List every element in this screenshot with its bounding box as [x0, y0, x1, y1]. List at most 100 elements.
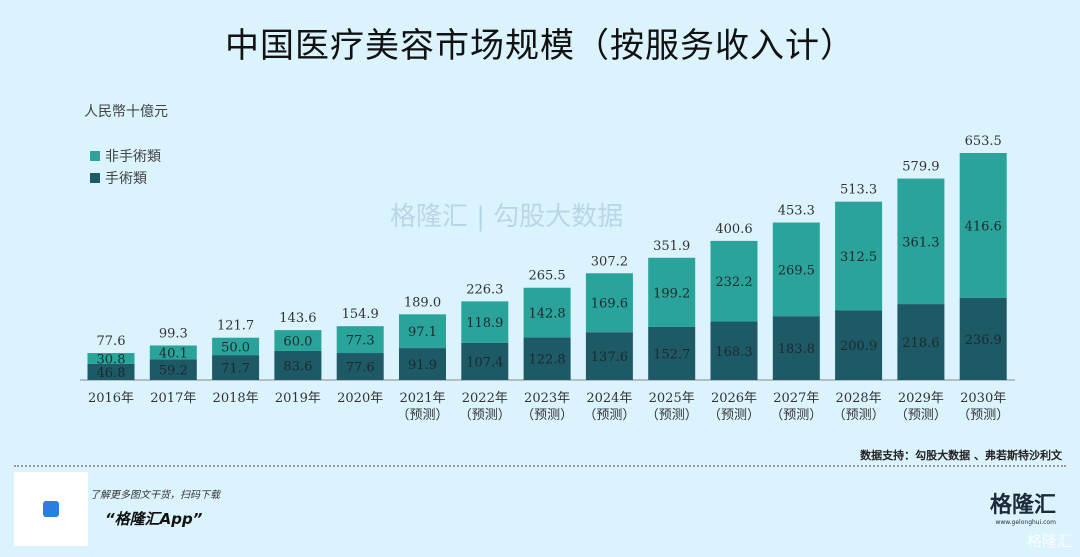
brand-name: 格隆汇 [989, 493, 1056, 518]
x-tick-forecast: （预测） [708, 408, 760, 423]
bar-surgical [461, 342, 509, 380]
bar-non-surgical [772, 222, 820, 317]
bar-non-surgical [87, 353, 135, 364]
x-tick-label: 2025年 [649, 391, 695, 406]
bar-surgical [212, 355, 260, 380]
bar-non-surgical [399, 314, 446, 349]
legend: 非手術類 手術類 [90, 146, 161, 190]
x-tick-label: 2020年 [337, 391, 383, 406]
label-surgical: 71.7 [221, 362, 250, 377]
label-non-surgical: 60.0 [283, 335, 312, 350]
bar-non-surgical [959, 153, 1007, 298]
label-non-surgical: 40.1 [159, 346, 188, 361]
qr-code[interactable] [14, 472, 88, 546]
x-tick-forecast: （预测） [770, 408, 822, 423]
x-tick-forecast: （预测） [521, 408, 573, 423]
chart-area: 46.830.8 77.6 2016年 59.2 40.1 99.3 2017年 71.7 50… [80, 134, 1015, 423]
label-non-surgical: 199.2 [653, 286, 690, 301]
label-total: 77.6 [97, 334, 126, 349]
x-tick-label: 2017年 [150, 391, 196, 406]
label-surgical: 122.8 [528, 353, 565, 368]
x-tick-label: 2027年 [773, 391, 819, 406]
label-non-surgical: 416.6 [965, 219, 1002, 234]
x-tick-label: 2019年 [275, 391, 321, 406]
watermark: 格隆汇 | 勾股大数据 [390, 202, 624, 232]
label-surgical: 218.6 [902, 336, 939, 351]
brand-url: www.gelonghui.com [995, 519, 1056, 526]
bar-surgical [835, 310, 883, 380]
bar-surgical [87, 363, 135, 380]
x-tick-label: 2026年 [711, 391, 757, 406]
legend-item-non-surgical: 非手術類 [90, 146, 161, 168]
corner-watermark: 格隆汇 [1026, 532, 1072, 550]
label-non-surgical: 169.6 [591, 297, 628, 312]
x-tick-label: 2030年 [960, 391, 1006, 406]
legend-swatch [90, 151, 100, 161]
x-tick-label: 2016年 [88, 391, 134, 406]
label-total: 653.5 [965, 134, 1002, 149]
bar-non-surgical [461, 301, 509, 343]
bar-surgical [959, 297, 1007, 380]
legend-swatch [90, 173, 100, 183]
label-total: 400.6 [715, 222, 752, 237]
bar-surgical [399, 348, 446, 380]
brand-logo: 格隆汇 www.gelonghui.com [990, 487, 1056, 526]
label-non-surgical: 312.5 [840, 250, 877, 265]
bar-non-surgical [336, 326, 384, 354]
x-tick-label: 2023年 [524, 391, 570, 406]
label-non-surgical: 30.8 [97, 352, 126, 367]
bar-surgical [149, 359, 197, 380]
bar-non-surgical [585, 273, 633, 333]
x-tick-forecast: （预测） [833, 408, 885, 423]
label-total: 307.2 [591, 254, 628, 269]
label-non-surgical: 97.1 [408, 325, 437, 340]
label-total: 121.7 [217, 319, 254, 334]
bar-surgical [648, 326, 696, 380]
bar-non-surgical [835, 201, 883, 311]
label-non-surgical: 77.3 [346, 334, 375, 349]
label-total: 99.3 [159, 327, 188, 342]
legend-label: 非手術類 [105, 149, 161, 165]
divider [14, 465, 1066, 467]
label-surgical: 91.9 [408, 358, 437, 373]
app-name: “格隆汇App” [105, 510, 203, 528]
label-surgical: 183.8 [778, 342, 815, 357]
label-surgical: 200.9 [840, 339, 877, 354]
x-tick-label: 2029年 [898, 391, 944, 406]
label-total: 453.3 [778, 204, 815, 219]
label-surgical: 107.4 [466, 355, 503, 370]
label-total: 143.6 [279, 311, 316, 326]
label-surgical: 83.6 [283, 359, 312, 374]
bar-surgical [772, 316, 820, 380]
label-total: 265.5 [528, 269, 565, 284]
legend-item-surgical: 手術類 [90, 168, 161, 190]
legend-label: 手術類 [105, 171, 147, 187]
bar-surgical [274, 350, 322, 380]
bar-non-surgical [212, 337, 260, 356]
bar-non-surgical [274, 330, 322, 351]
bar-non-surgical [710, 240, 758, 322]
label-total: 579.9 [902, 160, 939, 175]
x-tick-forecast: （预测） [957, 408, 1009, 423]
label-surgical: 46.8 [97, 366, 126, 381]
label-surgical: 59.2 [159, 364, 188, 379]
x-tick-forecast: （预测） [646, 408, 698, 423]
chart-title: 中国医疗美容市场规模（按服务收入计） [225, 26, 855, 66]
x-tick-forecast: （预测） [895, 408, 947, 423]
x-tick-forecast: （预测） [396, 408, 448, 423]
label-total: 189.0 [404, 295, 441, 310]
label-non-surgical: 361.3 [902, 235, 939, 250]
label-total: 154.9 [342, 307, 379, 322]
label-total: 226.3 [466, 282, 503, 297]
x-tick-label: 2021年 [399, 391, 445, 406]
label-non-surgical: 142.8 [528, 307, 565, 322]
bar-non-surgical [648, 257, 696, 327]
label-non-surgical: 118.9 [466, 316, 503, 331]
label-non-surgical: 232.2 [715, 275, 752, 290]
bar-non-surgical [897, 178, 945, 305]
promo-text: 了解更多图文干货，扫码下载 [90, 490, 220, 501]
bar-non-surgical [149, 345, 197, 360]
bar-surgical [710, 321, 758, 380]
y-axis-unit: 人民幣十億元 [84, 104, 168, 120]
x-tick-label: 2018年 [213, 391, 259, 406]
